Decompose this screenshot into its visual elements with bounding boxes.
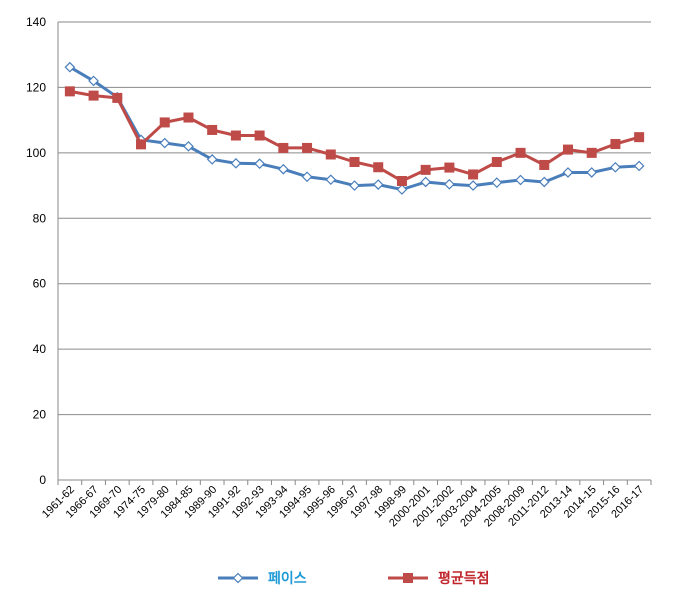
grid-lines (58, 21, 651, 481)
data-point (420, 176, 432, 188)
data-point (88, 90, 99, 101)
y-tick-label: 140 (26, 15, 46, 29)
data-point (349, 180, 360, 191)
data-point (230, 130, 241, 141)
data-point (254, 158, 265, 170)
data-point (136, 139, 147, 150)
series-line (69, 65, 640, 191)
data-point (396, 184, 408, 195)
data-point (64, 61, 76, 73)
data-point (610, 161, 621, 173)
data-point (373, 162, 384, 173)
data-point (515, 147, 526, 158)
data-point (586, 167, 598, 178)
data-point (278, 142, 289, 153)
data-point (207, 124, 218, 135)
data-point (633, 160, 645, 172)
legend-item-2: 평균득점 (388, 570, 490, 587)
data-point (159, 117, 170, 128)
axes (57, 22, 652, 485)
legend: 페이스 평균득점 (218, 570, 490, 587)
data-point (562, 167, 574, 178)
x-tick-labels: 1961-621966-671969-701974-751979-801984-… (40, 484, 646, 530)
data-point (159, 137, 171, 149)
y-tick-label: 60 (33, 277, 47, 291)
data-point (491, 177, 503, 188)
data-point (538, 176, 550, 188)
data-point (277, 163, 289, 175)
data-point (420, 164, 431, 175)
data-point (88, 75, 99, 87)
y-tick-label: 80 (33, 211, 47, 225)
y-tick-label: 40 (33, 342, 47, 356)
series-1 (64, 61, 645, 195)
data-point (539, 159, 550, 170)
data-point (301, 171, 313, 183)
data-point (349, 157, 360, 168)
legend-marker (232, 572, 244, 584)
y-tick-labels: 0 20 40 60 80 100 120 140 (26, 15, 46, 487)
data-point (396, 175, 407, 186)
data-point (444, 162, 455, 173)
data-point (183, 112, 194, 123)
series-lines (64, 61, 645, 195)
data-point (515, 174, 526, 186)
legend-label: 페이스 (268, 570, 307, 587)
data-point (325, 149, 336, 160)
series-2 (64, 86, 645, 186)
data-point (254, 130, 265, 141)
data-point (206, 154, 218, 165)
data-point (491, 157, 502, 168)
data-point (183, 140, 194, 152)
data-point (230, 157, 242, 169)
data-point (634, 132, 645, 143)
data-point (112, 92, 123, 103)
data-point (372, 179, 384, 190)
y-tick-label: 100 (26, 146, 46, 160)
y-tick-label: 120 (26, 80, 46, 94)
legend-label: 평균득점 (438, 570, 490, 587)
data-point (586, 147, 597, 158)
data-point (468, 169, 479, 180)
data-point (467, 180, 479, 191)
data-point (64, 86, 75, 97)
data-point (325, 174, 337, 186)
y-tick-label: 0 (39, 473, 46, 487)
data-point (302, 142, 313, 153)
legend-item-1: 페이스 (218, 570, 307, 587)
legend-marker (403, 573, 413, 583)
series-line (69, 89, 640, 183)
y-tick-label: 20 (33, 408, 47, 422)
data-point (444, 178, 455, 190)
data-point (610, 139, 621, 150)
data-point (562, 144, 573, 155)
